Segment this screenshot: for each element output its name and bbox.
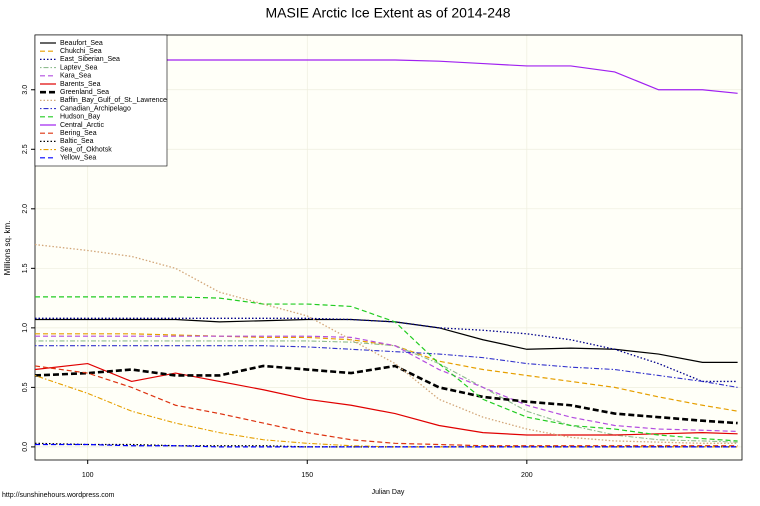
y-tick-label: 1.5 <box>22 263 29 273</box>
legend-label: Central_Arctic <box>60 122 104 129</box>
legend-label: Laptev_Sea <box>60 64 97 71</box>
legend-label: Hudson_Bay <box>60 114 101 121</box>
legend-label: Kara_Sea <box>60 73 91 80</box>
y-tick-label: 1.0 <box>22 323 29 333</box>
legend-label: East_Siberian_Sea <box>60 56 120 63</box>
series-line <box>34 365 738 447</box>
legend-box <box>34 34 168 167</box>
x-axis-label: Julian Day <box>372 489 405 496</box>
series-line <box>35 340 738 443</box>
series-line <box>34 362 738 436</box>
legend-label: Baltic_Sea <box>60 138 94 145</box>
series-line <box>34 364 738 425</box>
legend: Beaufort_SeaChukchi_SeaEast_Siberian_Sea… <box>34 34 168 167</box>
series-line <box>35 296 738 442</box>
legend-label: Beaufort_Sea <box>60 40 103 47</box>
y-tick-label: 2.0 <box>22 204 29 214</box>
y-tick-label: 0.5 <box>22 382 29 392</box>
legend-label: Yellow_Sea <box>60 155 96 162</box>
series-line <box>35 443 738 448</box>
y-tick-label: 3.0 <box>22 85 29 95</box>
legend-label: Canadian_Archipelago <box>60 105 131 112</box>
legend-label: Greenland_Sea <box>60 89 109 96</box>
legend-label: Barents_Sea <box>60 81 101 88</box>
x-tick-label: 200 <box>521 472 533 479</box>
y-tick-label: 0.0 <box>22 442 29 452</box>
y-tick-label: 2.5 <box>22 144 29 154</box>
plot-border <box>34 34 743 461</box>
x-tick-label: 150 <box>301 472 313 479</box>
legend-label: Baffin_Bay_Gulf_of_St._Lawrence <box>60 97 167 104</box>
chart-title: MASIE Arctic Ice Extent as of 2014-248 <box>265 5 510 21</box>
series-line <box>35 345 738 388</box>
footer: http://sunshinehours.wordpress.com <box>2 492 115 499</box>
x-tick-label: 100 <box>82 472 94 479</box>
series-line <box>35 335 738 433</box>
legend-label: Bering_Sea <box>60 130 97 137</box>
legend-label: Sea_of_Okhotsk <box>60 146 112 153</box>
legend-label: Chukchi_Sea <box>60 48 102 55</box>
y-axis-label: Millions sq. km. <box>3 221 12 276</box>
